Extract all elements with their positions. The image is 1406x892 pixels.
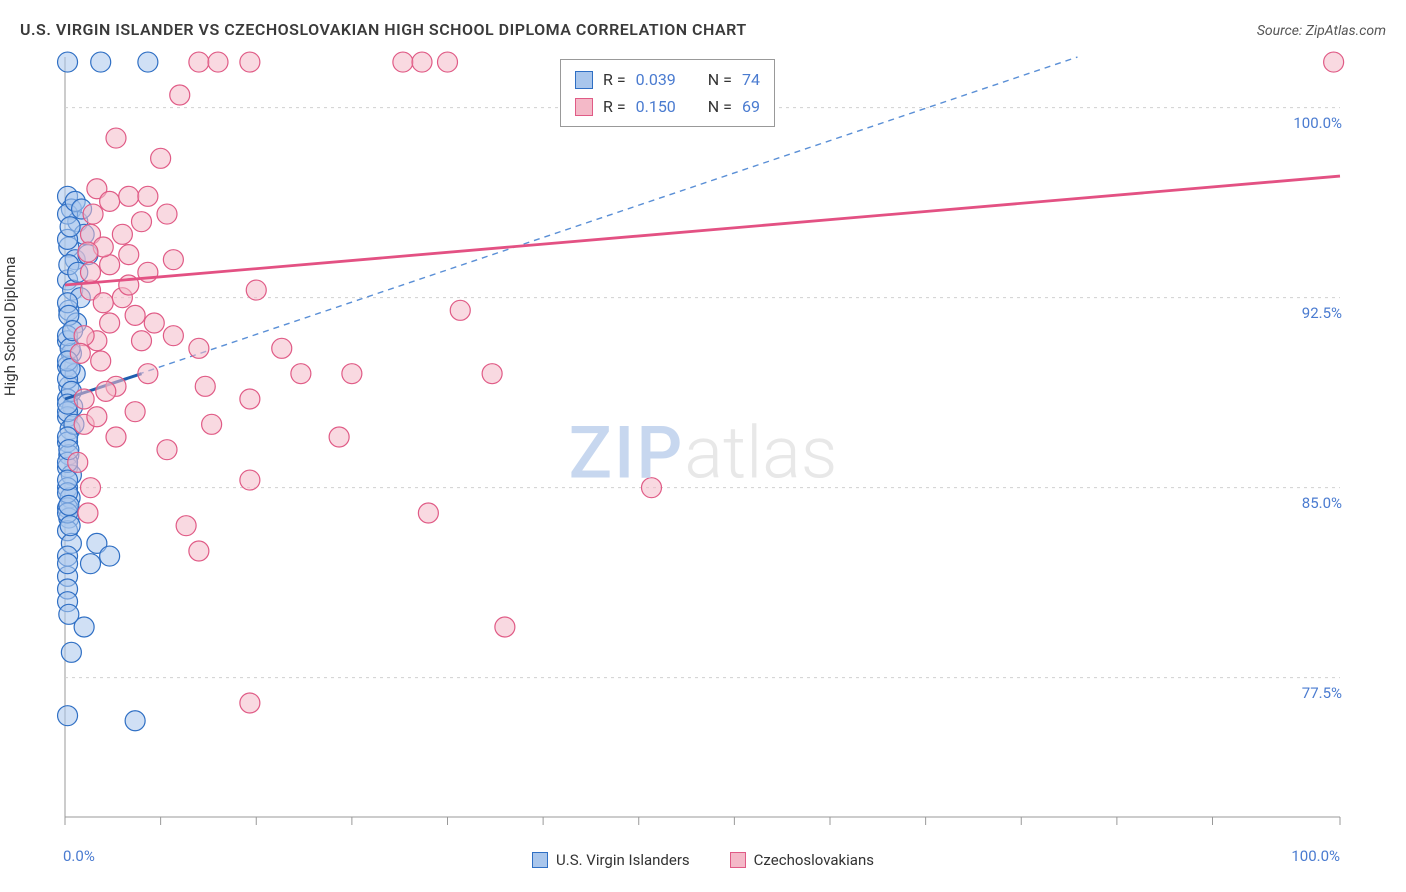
stats-row: R = 0.039 N = 74 xyxy=(575,66,760,93)
x-axis-right-label: 100.0% xyxy=(1291,847,1340,865)
source-attribution: Source: ZipAtlas.com xyxy=(1257,23,1386,39)
legend-swatch xyxy=(575,71,593,89)
stat-n-value: 74 xyxy=(742,66,760,93)
legend-item: Czechoslovakians xyxy=(730,851,874,869)
chart-header: U.S. VIRGIN ISLANDER VS CZECHOSLOVAKIAN … xyxy=(20,20,1386,39)
stat-n-value: 69 xyxy=(742,93,760,120)
stats-row: R = 0.150 N = 69 xyxy=(575,93,760,120)
source-link[interactable]: ZipAtlas.com xyxy=(1306,23,1386,39)
stat-r-label: R = xyxy=(603,93,626,120)
scatter-plot xyxy=(20,47,1386,867)
source-label: Source: xyxy=(1257,23,1302,39)
stat-r-value: 0.150 xyxy=(636,93,676,120)
chart-container: High School Diploma ZIPatlas R = 0.039 N… xyxy=(20,47,1386,867)
legend-label: U.S. Virgin Islanders xyxy=(556,851,690,869)
y-tick-label: 92.5% xyxy=(1302,304,1342,322)
stat-n-label: N = xyxy=(708,66,732,93)
y-axis-label: High School Diploma xyxy=(1,256,19,396)
stat-n-label: N = xyxy=(708,93,732,120)
legend-item: U.S. Virgin Islanders xyxy=(532,851,690,869)
chart-title: U.S. VIRGIN ISLANDER VS CZECHOSLOVAKIAN … xyxy=(20,20,747,39)
y-tick-label: 85.0% xyxy=(1302,494,1342,512)
legend-bottom: U.S. Virgin Islanders Czechoslovakians xyxy=(20,851,1386,869)
x-axis-left-label: 0.0% xyxy=(63,847,95,865)
legend-swatch xyxy=(575,98,593,116)
y-tick-label: 77.5% xyxy=(1302,684,1342,702)
y-tick-label: 100.0% xyxy=(1293,114,1342,132)
legend-swatch xyxy=(532,852,548,868)
legend-swatch xyxy=(730,852,746,868)
stat-r-label: R = xyxy=(603,66,626,93)
legend-label: Czechoslovakians xyxy=(754,851,874,869)
stat-r-value: 0.039 xyxy=(636,66,676,93)
correlation-stats-box: R = 0.039 N = 74 R = 0.150 N = 69 xyxy=(560,59,775,127)
